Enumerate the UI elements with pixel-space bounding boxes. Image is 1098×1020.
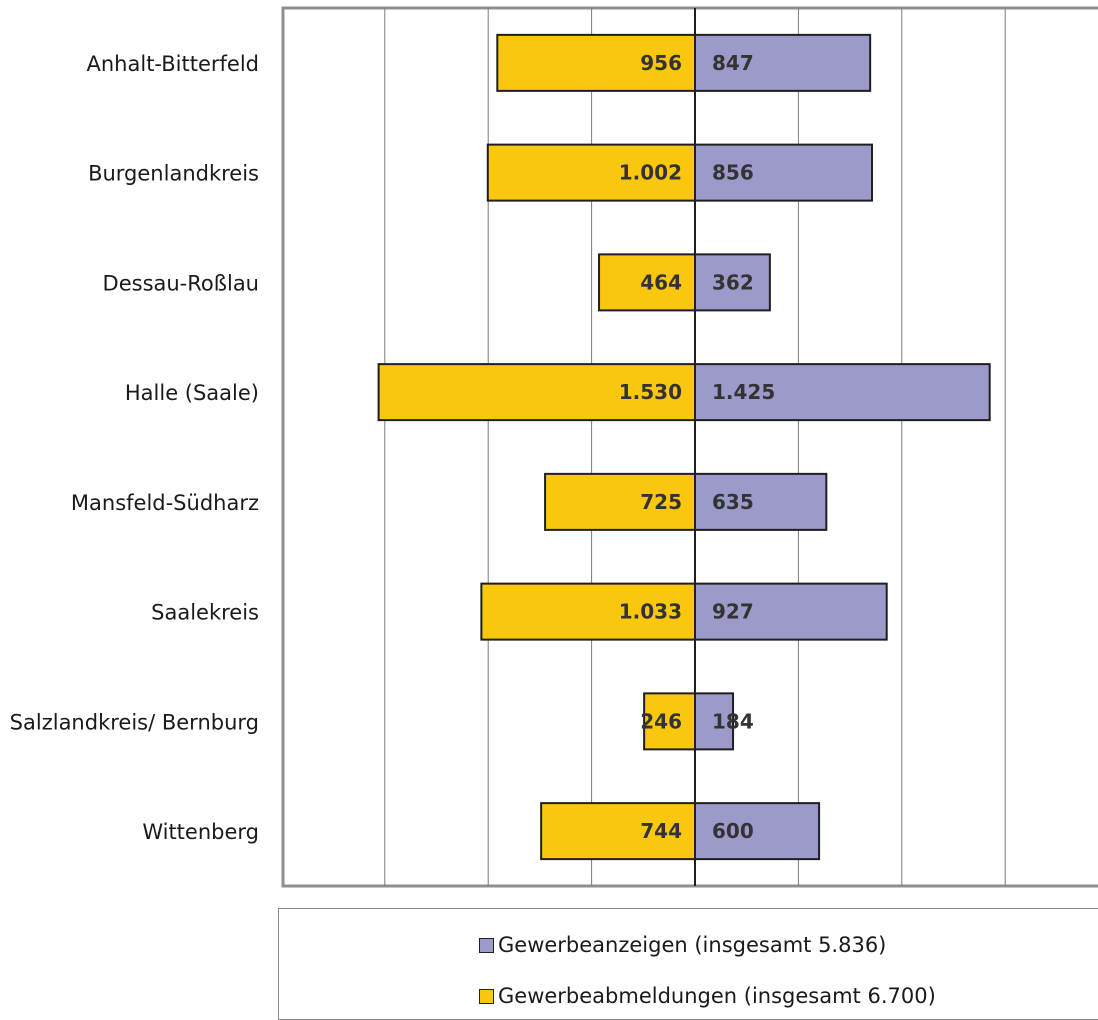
bar-gewerbeabmeldungen — [496, 33, 696, 92]
data-label-gewerbeabmeldungen: 1.530 — [619, 380, 682, 404]
data-label-gewerbeanzeigen: 362 — [712, 270, 754, 294]
data-label-gewerbeanzeigen: 847 — [712, 51, 754, 75]
legend-item-gewerbeabmeldungen: Gewerbeabmeldungen (insgesamt 6.700) — [479, 984, 936, 1008]
bar-gewerbeabmeldungen — [643, 692, 696, 751]
plot-area — [281, 6, 1098, 888]
legend-swatch-purple — [479, 937, 494, 953]
legend-label: Gewerbeanzeigen (insgesamt 5.836) — [498, 933, 887, 957]
bar-gewerbeabmeldungen — [544, 472, 696, 531]
category-label: Halle (Saale) — [125, 381, 259, 405]
category-label: Dessau-Roßlau — [103, 271, 259, 295]
category-label: Saalekreis — [151, 601, 259, 625]
bar-gewerbeabmeldungen — [480, 582, 697, 641]
bar-gewerbeabmeldungen — [377, 363, 696, 422]
bar-gewerbeanzeigen — [694, 253, 771, 312]
data-label-gewerbeabmeldungen: 725 — [640, 490, 682, 514]
legend-label: Gewerbeabmeldungen (insgesamt 6.700) — [498, 984, 936, 1008]
data-label-gewerbeabmeldungen: 464 — [640, 270, 682, 294]
data-label-gewerbeabmeldungen: 246 — [640, 709, 682, 733]
category-label: Salzlandkreis/ Bernburg — [10, 710, 259, 734]
bar-gewerbeanzeigen — [694, 472, 828, 531]
category-label: Anhalt-Bitterfeld — [87, 52, 260, 76]
bar-gewerbeanzeigen — [694, 143, 874, 202]
bar-gewerbeabmeldungen — [598, 253, 696, 312]
chart-area: 956 847 Anhalt-Bitterfeld 1.002 856 Burgenlan… — [10, 6, 1098, 888]
category-label: Mansfeld-Südharz — [71, 491, 259, 515]
data-label-gewerbeanzeigen: 184 — [712, 709, 754, 733]
data-label-gewerbeabmeldungen: 744 — [640, 819, 682, 843]
data-label-gewerbeanzeigen: 635 — [712, 490, 754, 514]
bar-gewerbeanzeigen — [694, 802, 821, 861]
data-label-gewerbeabmeldungen: 1.033 — [619, 600, 682, 624]
bar-gewerbeanzeigen — [694, 582, 888, 641]
category-label: Burgenlandkreis — [88, 162, 259, 186]
category-label: Wittenberg — [142, 820, 259, 844]
legend-item-gewerbeanzeigen: Gewerbeanzeigen (insgesamt 5.836) — [479, 933, 886, 957]
data-label-gewerbeanzeigen: 856 — [712, 161, 754, 185]
data-label-gewerbeabmeldungen: 1.002 — [619, 161, 682, 185]
data-label-gewerbeanzeigen: 600 — [712, 819, 754, 843]
legend: Gewerbeanzeigen (insgesamt 5.836) Gewerb… — [278, 908, 1098, 1020]
legend-swatch-yellow — [479, 988, 494, 1004]
data-label-gewerbeanzeigen: 927 — [712, 600, 754, 624]
data-label-gewerbeabmeldungen: 956 — [640, 51, 682, 75]
bar-gewerbeanzeigen — [694, 363, 991, 422]
data-label-gewerbeanzeigen: 1.425 — [712, 380, 775, 404]
